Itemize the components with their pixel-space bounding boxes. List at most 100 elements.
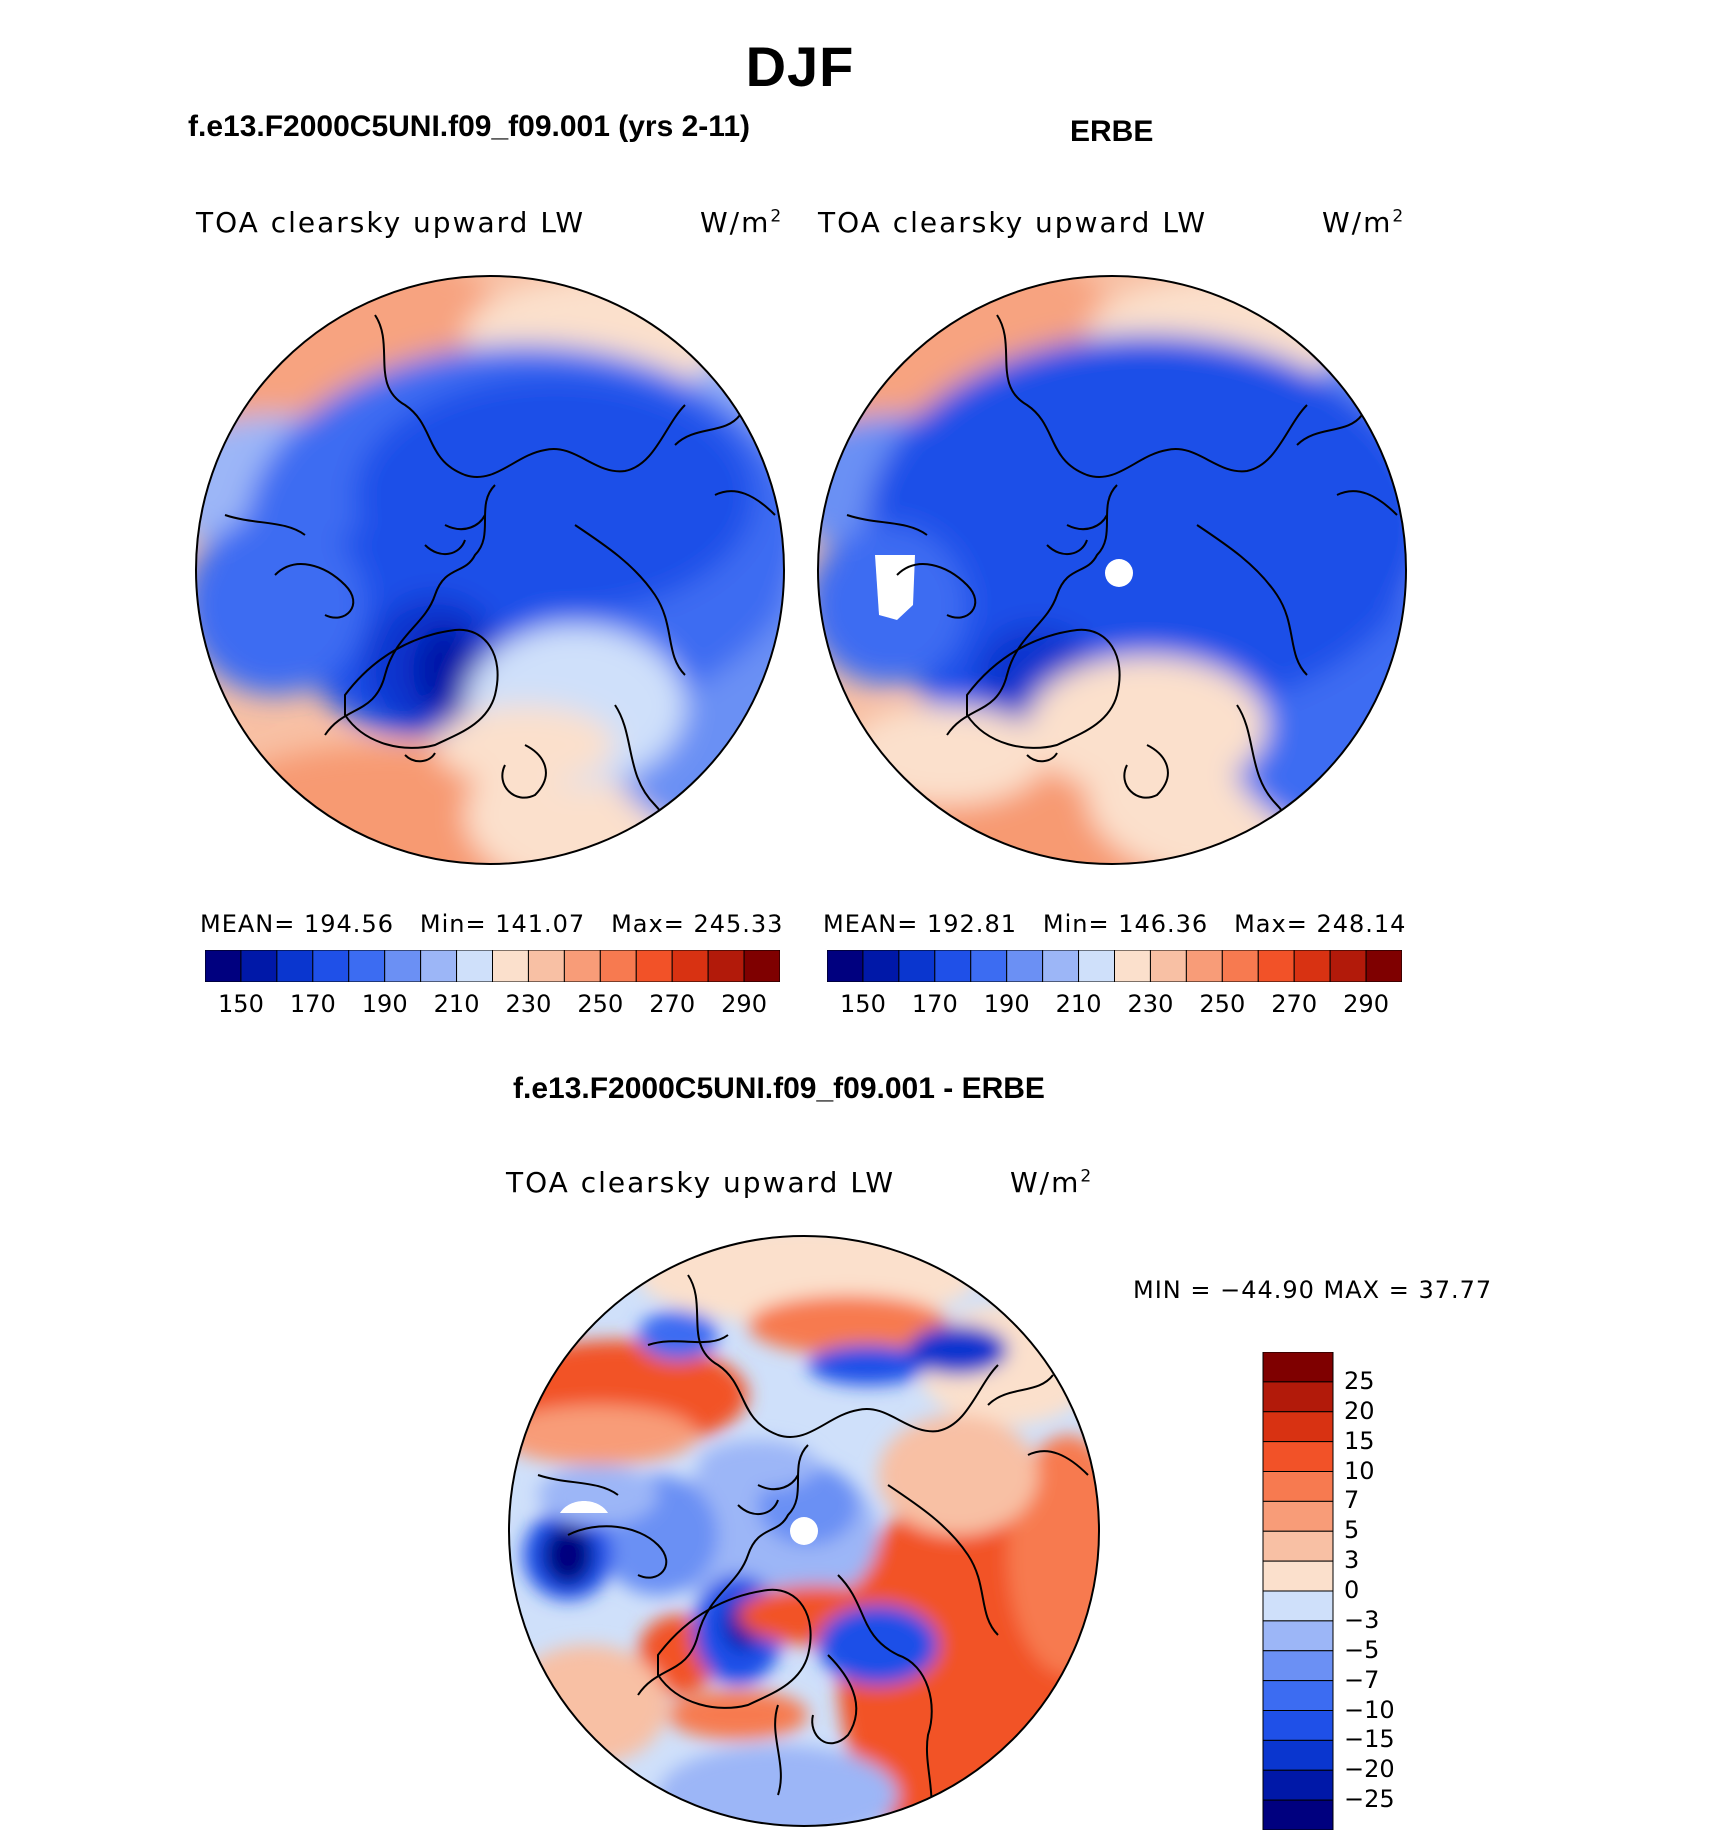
panel3-pole-missing — [790, 1517, 818, 1545]
colorbar-tick-label: 230 — [505, 990, 552, 1018]
colorbar-tick-label: −15 — [1344, 1725, 1395, 1754]
colorbar-tick-label: 7 — [1344, 1486, 1360, 1515]
colorbar-tick-label: 250 — [1199, 990, 1246, 1018]
colorbar-swatch — [1221, 950, 1259, 982]
panel2-units: W/m2 — [1322, 206, 1406, 239]
colorbar-swatch — [827, 950, 864, 982]
colorbar-swatch — [1262, 1620, 1334, 1652]
colorbar-swatch — [1262, 1352, 1334, 1383]
panel3-variable: TOA clearsky upward LW — [506, 1166, 896, 1199]
colorbar-tick-label: 150 — [840, 990, 886, 1018]
colorbar-swatch — [1262, 1590, 1334, 1622]
colorbar-swatch — [1262, 1739, 1334, 1771]
colorbar-tick-label: 210 — [1055, 990, 1102, 1018]
colorbar-tick-label: 20 — [1344, 1396, 1375, 1425]
panel2-min: 146.36 — [1118, 910, 1209, 938]
colorbar-swatch — [1257, 950, 1295, 982]
colorbar-swatch — [1149, 950, 1187, 982]
colorbar-swatch — [1114, 950, 1151, 982]
colorbar-swatch — [1262, 1710, 1334, 1741]
colorbar-swatch — [898, 950, 936, 982]
colorbar-swatch — [384, 950, 422, 982]
panel2-stats: MEAN= 192.81 Min= 146.36 Max= 248.14 — [823, 910, 1407, 938]
panel2-colorbar — [827, 950, 1402, 982]
colorbar-swatch — [420, 950, 458, 982]
colorbar-tick-label: 270 — [649, 990, 696, 1018]
colorbar-tick-label: −10 — [1344, 1695, 1395, 1724]
colorbar-swatch — [934, 950, 972, 982]
colorbar-swatch — [240, 950, 278, 982]
panel1-units: W/m2 — [700, 206, 784, 239]
colorbar-tick-label: 0 — [1344, 1576, 1360, 1604]
panel2-map — [817, 275, 1407, 865]
colorbar-swatch — [1006, 950, 1044, 982]
panel2-variable: TOA clearsky upward LW — [818, 206, 1208, 239]
panel3-colorbar — [1262, 1352, 1334, 1830]
colorbar-tick-label: 190 — [983, 990, 1030, 1018]
panel2-colorbar-ticks: 150 170 190 210 230 250 270 290 — [827, 990, 1402, 1020]
colorbar-tick-label: 230 — [1127, 990, 1174, 1018]
colorbar-swatch — [635, 950, 673, 982]
panel1-colorbar-ticks: 150 170 190 210 230 250 270 290 — [205, 990, 780, 1020]
colorbar-swatch — [1329, 950, 1367, 982]
colorbar-swatch — [527, 950, 565, 982]
colorbar-swatch — [599, 950, 637, 982]
colorbar-tick-label: 15 — [1344, 1426, 1375, 1455]
colorbar-swatch — [1078, 950, 1115, 982]
colorbar-tick-label: −25 — [1344, 1785, 1395, 1814]
colorbar-swatch — [970, 950, 1008, 982]
panel3-map — [508, 1235, 1100, 1827]
colorbar-tick-label: 25 — [1344, 1366, 1375, 1395]
colorbar-tick-label: 290 — [1343, 990, 1389, 1018]
colorbar-swatch — [1262, 1441, 1334, 1472]
colorbar-swatch — [1262, 1769, 1334, 1801]
colorbar-tick-label: 150 — [218, 990, 264, 1018]
panel2-coastlines — [846, 314, 1398, 864]
panel2-title: ERBE — [1070, 115, 1154, 148]
colorbar-swatch — [707, 950, 745, 982]
colorbar-swatch — [276, 950, 314, 982]
panel1-map — [195, 275, 785, 865]
colorbar-swatch — [492, 950, 529, 982]
colorbar-tick-label: −3 — [1344, 1605, 1380, 1634]
colorbar-swatch — [1262, 1471, 1334, 1502]
panel1-min: 141.07 — [495, 910, 586, 938]
colorbar-tick-label: 10 — [1344, 1456, 1375, 1485]
colorbar-swatch — [1185, 950, 1223, 982]
figure-title: DJF — [745, 35, 855, 98]
colorbar-tick-label: 250 — [577, 990, 624, 1018]
colorbar-tick-label: 170 — [289, 990, 336, 1018]
colorbar-swatch — [1262, 1799, 1334, 1830]
panel2-mean: 192.81 — [927, 910, 1017, 938]
colorbar-tick-label: 210 — [433, 990, 480, 1018]
colorbar-swatch — [563, 950, 601, 982]
colorbar-swatch — [1262, 1530, 1334, 1562]
colorbar-tick-label: 170 — [911, 990, 958, 1018]
colorbar-tick-label: 190 — [361, 990, 408, 1018]
colorbar-tick-label: 3 — [1344, 1546, 1360, 1575]
panel1-max: 245.33 — [693, 910, 784, 938]
panel1-colorbar — [205, 950, 780, 982]
panel1-mean: 194.56 — [304, 910, 394, 938]
panel2-max: 248.14 — [1316, 910, 1407, 938]
colorbar-swatch — [743, 950, 780, 982]
colorbar-tick-label: −20 — [1344, 1755, 1395, 1784]
panel2-pole-missing — [1105, 559, 1133, 587]
colorbar-swatch — [1293, 950, 1331, 982]
colorbar-swatch — [1365, 950, 1402, 982]
colorbar-swatch — [312, 950, 350, 982]
colorbar-swatch — [1262, 1411, 1334, 1443]
panel1-stats: MEAN= 194.56 Min= 141.07 Max= 245.33 — [200, 910, 784, 938]
colorbar-swatch — [1262, 1500, 1334, 1532]
colorbar-tick-label: −5 — [1344, 1635, 1380, 1664]
colorbar-tick-label: 5 — [1344, 1516, 1360, 1545]
colorbar-tick-label: 270 — [1271, 990, 1318, 1018]
panel3-minmax: MIN = −44.90 MAX = 37.77 — [1133, 1276, 1493, 1304]
panel1-title: f.e13.F2000C5UNI.f09_f09.001 (yrs 2-11) — [188, 110, 751, 143]
colorbar-tick-label: 290 — [721, 990, 767, 1018]
colorbar-swatch — [1262, 1650, 1334, 1682]
colorbar-swatch — [1262, 1381, 1334, 1413]
panel3-coastlines — [537, 1274, 1089, 1826]
colorbar-swatch — [456, 950, 493, 982]
colorbar-swatch — [1262, 1560, 1334, 1592]
